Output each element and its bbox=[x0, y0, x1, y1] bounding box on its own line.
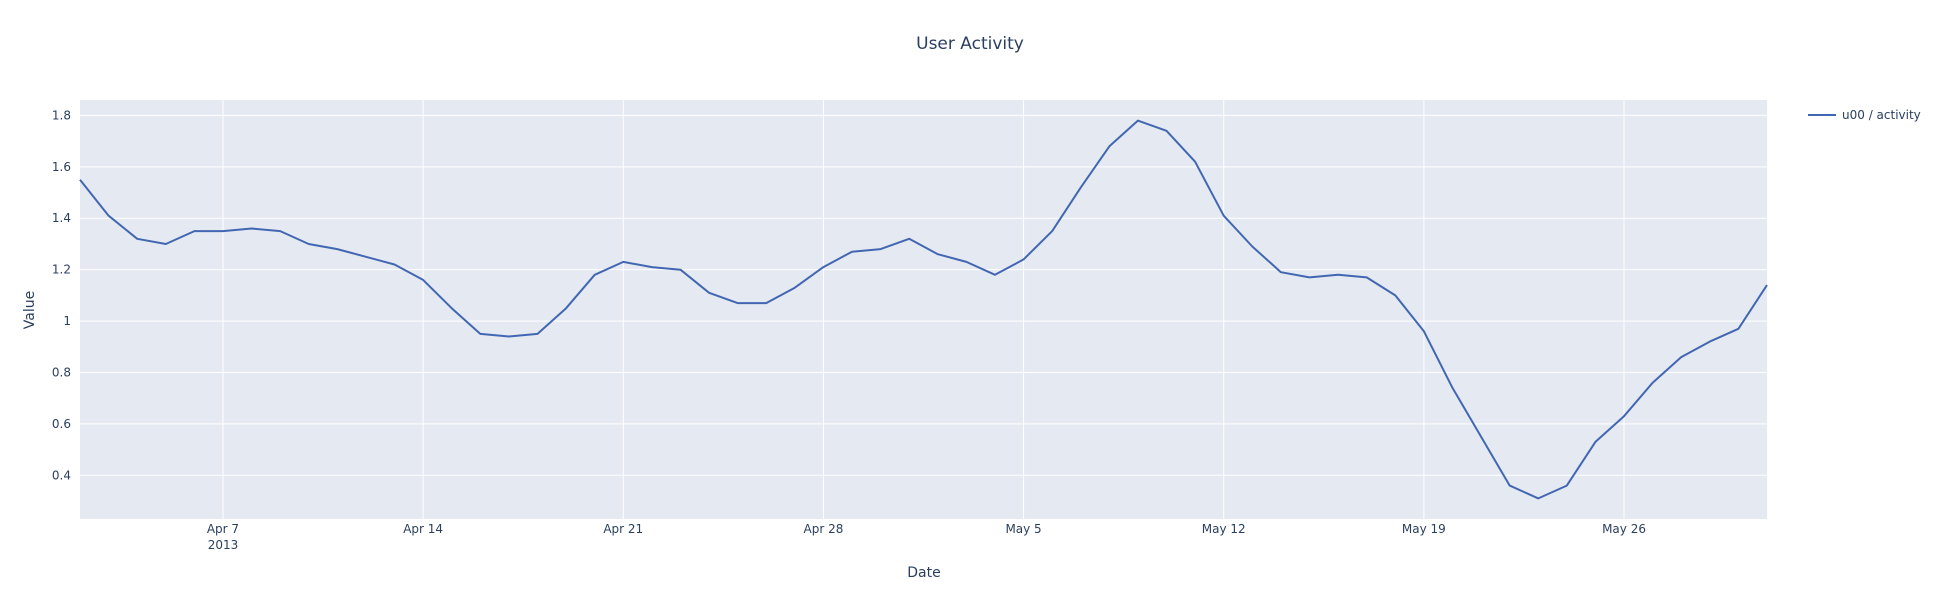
y-tick-label: 1 bbox=[63, 314, 71, 328]
gridlines bbox=[80, 100, 1767, 519]
y-tick-label: 0.8 bbox=[52, 365, 71, 379]
x-tick-label: May 12 bbox=[1202, 522, 1246, 536]
y-tick-label: 0.4 bbox=[52, 468, 71, 482]
y-axis-ticks: 0.4 0.6 0.8 1 1.2 1.4 1.6 1.8 bbox=[52, 108, 71, 482]
x-tick-label: May 5 bbox=[1005, 522, 1041, 536]
legend[interactable]: u00 / activity bbox=[1808, 108, 1921, 122]
x-tick-label: Apr 21 bbox=[603, 522, 643, 536]
y-tick-label: 1.2 bbox=[52, 263, 71, 277]
chart-title: User Activity bbox=[916, 34, 1024, 54]
y-tick-label: 1.8 bbox=[52, 108, 71, 122]
x-tick-label: Apr 7 bbox=[207, 522, 239, 536]
y-tick-label: 0.6 bbox=[52, 417, 71, 431]
series-layer bbox=[79, 119, 1768, 500]
x-tick-label: May 26 bbox=[1602, 522, 1646, 536]
x-tick-label: Apr 14 bbox=[403, 522, 443, 536]
x-tick-label: May 19 bbox=[1402, 522, 1446, 536]
y-axis-title: Value bbox=[22, 291, 38, 329]
legend-label: u00 / activity bbox=[1842, 108, 1921, 122]
plot-area bbox=[80, 100, 1767, 519]
x-tick-sublabel: 2013 bbox=[208, 538, 239, 552]
x-axis-title: Date bbox=[907, 565, 940, 581]
x-axis-ticks: Apr 7 2013 Apr 14 Apr 21 Apr 28 May 5 May 12 Ma… bbox=[207, 522, 1646, 552]
x-tick-label: Apr 28 bbox=[804, 522, 844, 536]
y-tick-label: 1.4 bbox=[52, 211, 71, 225]
y-tick-label: 1.6 bbox=[52, 160, 71, 174]
series-line[interactable] bbox=[79, 119, 1768, 500]
